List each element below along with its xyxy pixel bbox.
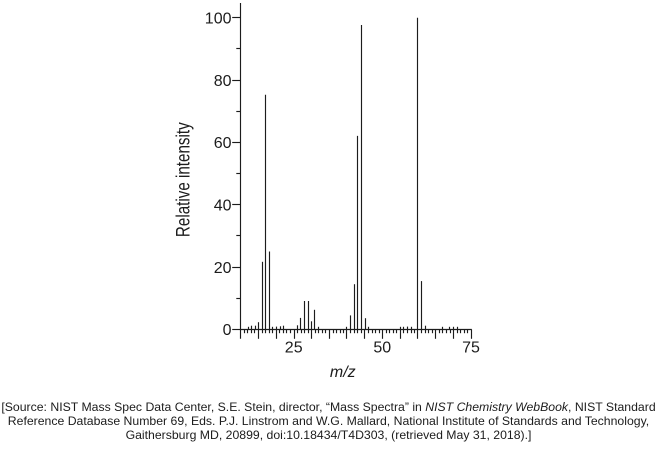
svg-text:80: 80	[214, 73, 232, 90]
svg-text:50: 50	[373, 339, 391, 356]
svg-text:25: 25	[285, 339, 303, 356]
svg-text:40: 40	[214, 198, 232, 215]
svg-text:100: 100	[205, 11, 232, 28]
svg-text:60: 60	[214, 135, 232, 152]
svg-text:20: 20	[214, 260, 232, 277]
svg-text:Relative intensity: Relative intensity	[172, 122, 194, 237]
svg-text:0: 0	[223, 322, 232, 339]
svg-text:m/z: m/z	[330, 364, 356, 381]
svg-text:75: 75	[462, 339, 480, 356]
